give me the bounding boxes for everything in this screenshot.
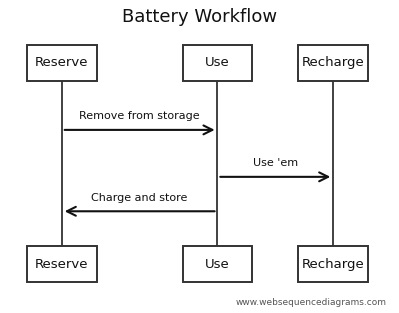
Text: Use: Use	[205, 56, 230, 69]
Text: Recharge: Recharge	[302, 258, 365, 271]
Bar	[27, 247, 97, 282]
Text: Reserve: Reserve	[35, 56, 89, 69]
Bar	[183, 247, 253, 282]
Text: Use: Use	[205, 258, 230, 271]
Text: Recharge: Recharge	[302, 56, 365, 69]
Text: Reserve: Reserve	[35, 258, 89, 271]
Text: Use 'em: Use 'em	[253, 158, 298, 168]
Text: Remove from storage: Remove from storage	[79, 111, 200, 121]
Bar	[298, 45, 368, 81]
Text: Battery Workflow: Battery Workflow	[122, 8, 277, 26]
Text: www.websequencediagrams.com: www.websequencediagrams.com	[236, 298, 387, 307]
Bar	[27, 45, 97, 81]
Bar	[298, 247, 368, 282]
Text: Charge and store: Charge and store	[91, 192, 188, 203]
Bar	[183, 45, 253, 81]
